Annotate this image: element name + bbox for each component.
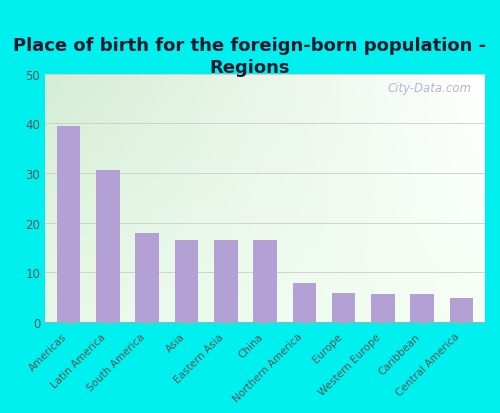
Bar — [332, 293, 355, 322]
Text: City-Data.com: City-Data.com — [388, 82, 472, 95]
Bar — [253, 240, 277, 322]
Bar — [214, 240, 238, 322]
Bar — [292, 283, 316, 322]
Bar — [410, 294, 434, 322]
Bar — [450, 298, 473, 322]
Text: Place of birth for the foreign-born population -
Regions: Place of birth for the foreign-born popu… — [14, 37, 486, 77]
Bar — [371, 294, 394, 322]
Bar — [57, 126, 80, 322]
Bar — [96, 171, 120, 322]
Bar — [174, 240, 198, 322]
Bar — [136, 234, 159, 322]
